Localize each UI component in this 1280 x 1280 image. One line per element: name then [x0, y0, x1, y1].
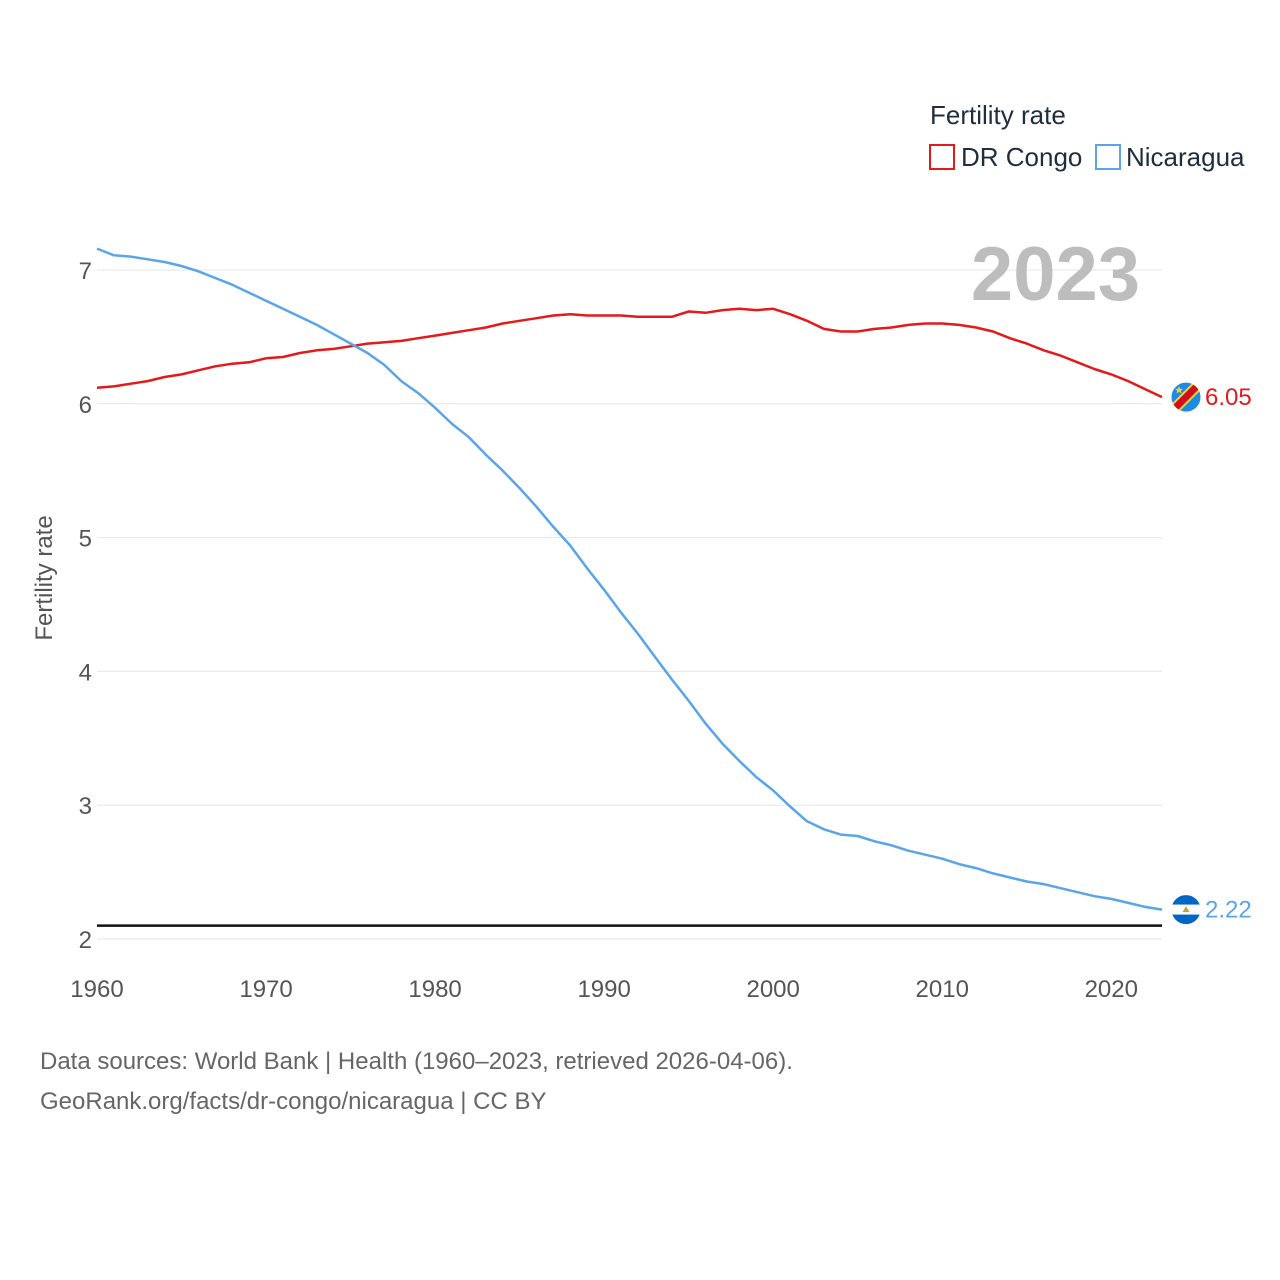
legend: Fertility rate DR Congo Nicaragua: [929, 100, 1245, 172]
x-tick-label: 2000: [746, 976, 799, 1003]
x-tick-label: 1970: [239, 976, 292, 1003]
y-tick-label: 6: [79, 392, 92, 419]
grid-lines: [97, 269, 1162, 940]
legend-title: Fertility rate: [930, 100, 1066, 130]
y-tick-label: 7: [79, 258, 92, 285]
y-tick-label: 4: [79, 659, 92, 686]
end-value-label: 2.22: [1205, 897, 1252, 924]
x-axis-ticks: 1960 1970 1980 1990 2000 2010 2020: [70, 976, 1138, 1003]
y-axis-label: Fertility rate: [31, 515, 58, 640]
x-tick-label: 2020: [1085, 976, 1138, 1003]
legend-label-dr-congo: DR Congo: [961, 142, 1082, 172]
series-line-nicaragua: [96, 247, 1163, 911]
year-display: 2023: [971, 232, 1140, 317]
x-tick-label: 1980: [408, 976, 461, 1003]
legend-swatch-dr-congo: [929, 144, 955, 170]
end-value-label: 6.05: [1205, 384, 1252, 411]
y-tick-label: 2: [79, 927, 92, 954]
x-tick-label: 1960: [70, 976, 123, 1003]
y-tick-label: 5: [79, 526, 92, 553]
legend-swatch-nicaragua: [1095, 144, 1121, 170]
source-line: Data sources: World Bank | Health (1960–…: [40, 1048, 793, 1075]
data-source-footer: Data sources: World Bank | Health (1960–…: [40, 1042, 793, 1122]
series-lines: [96, 247, 1163, 911]
legend-label-nicaragua: Nicaragua: [1126, 142, 1245, 172]
nicaragua-flag-icon: [1170, 894, 1202, 926]
attribution-line: GeoRank.org/facts/dr-congo/nicaragua | C…: [40, 1088, 547, 1115]
y-axis-ticks: 2 3 4 5 6 7: [79, 258, 92, 954]
dr-congo-flag-icon: [1170, 381, 1202, 413]
y-tick-label: 3: [79, 793, 92, 820]
series-end-labels: 6.05 2.22: [1170, 381, 1252, 926]
x-tick-label: 1990: [577, 976, 630, 1003]
x-tick-label: 2010: [916, 976, 969, 1003]
series-line-dr-congo: [96, 307, 1163, 399]
